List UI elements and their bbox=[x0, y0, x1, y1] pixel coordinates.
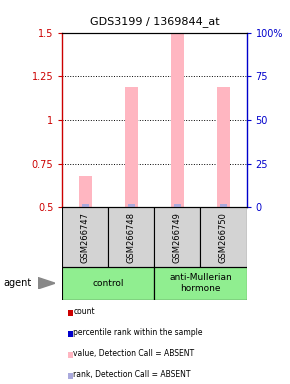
Bar bbox=[125, 87, 138, 207]
Text: anti-Mullerian
hormone: anti-Mullerian hormone bbox=[169, 273, 232, 293]
Text: GDS3199 / 1369844_at: GDS3199 / 1369844_at bbox=[90, 16, 219, 27]
Text: GSM266747: GSM266747 bbox=[81, 212, 90, 263]
Bar bbox=[200, 207, 246, 267]
Bar bbox=[171, 33, 184, 207]
Text: GSM266748: GSM266748 bbox=[127, 212, 136, 263]
Text: count: count bbox=[73, 306, 95, 316]
Text: rank, Detection Call = ABSENT: rank, Detection Call = ABSENT bbox=[73, 370, 191, 379]
Text: value, Detection Call = ABSENT: value, Detection Call = ABSENT bbox=[73, 349, 194, 358]
Bar bbox=[217, 87, 230, 207]
Bar bbox=[108, 207, 155, 267]
Bar bbox=[79, 176, 92, 207]
Bar bbox=[128, 204, 135, 207]
Text: GSM266750: GSM266750 bbox=[219, 212, 228, 263]
Text: percentile rank within the sample: percentile rank within the sample bbox=[73, 328, 203, 337]
Text: control: control bbox=[93, 279, 124, 288]
Bar bbox=[155, 207, 200, 267]
Bar bbox=[62, 207, 108, 267]
Bar bbox=[155, 267, 246, 300]
Polygon shape bbox=[38, 277, 55, 289]
Text: GSM266749: GSM266749 bbox=[173, 212, 182, 263]
Bar bbox=[62, 267, 155, 300]
Bar bbox=[174, 204, 181, 207]
Bar bbox=[82, 204, 88, 207]
Bar bbox=[220, 204, 227, 207]
Text: agent: agent bbox=[3, 278, 31, 288]
